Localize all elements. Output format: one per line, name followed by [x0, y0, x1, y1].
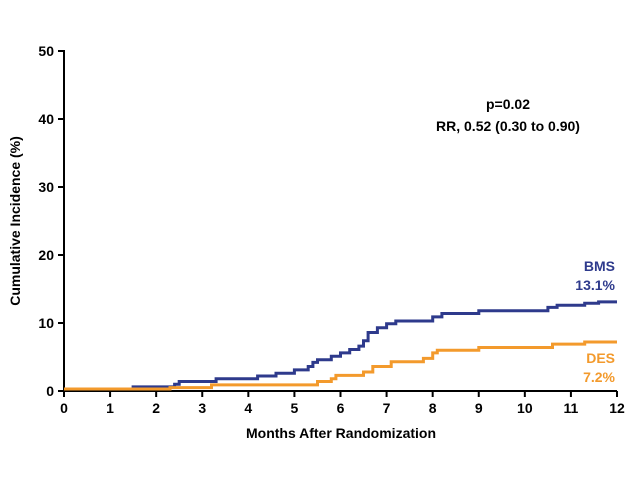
y-tick-label: 10 — [38, 315, 54, 331]
rr-annotation: RR, 0.52 (0.30 to 0.90) — [436, 118, 580, 134]
y-tick-label: 20 — [38, 247, 54, 263]
y-axis-title: Cumulative Incidence (%) — [7, 136, 23, 306]
x-tick-label: 4 — [244, 400, 252, 416]
x-tick-label: 5 — [291, 400, 299, 416]
x-tick-label: 0 — [60, 400, 68, 416]
series-layer — [64, 300, 617, 391]
des-end-value: 7.2% — [583, 369, 615, 385]
x-tick-label: 12 — [609, 400, 625, 416]
des-series-line — [64, 340, 617, 391]
y-tick-label: 40 — [38, 111, 54, 127]
x-tick-label: 10 — [517, 400, 533, 416]
des-series-name: DES — [586, 350, 615, 366]
y-tick-label: 50 — [38, 43, 54, 59]
p-value-annotation: p=0.02 — [486, 96, 530, 112]
bms-series-line — [64, 300, 617, 391]
x-tick-label: 8 — [429, 400, 437, 416]
x-tick-label: 7 — [383, 400, 391, 416]
x-tick-label: 2 — [152, 400, 160, 416]
x-tick-label: 11 — [564, 400, 579, 416]
x-tick-label: 6 — [337, 400, 345, 416]
x-tick-label: 9 — [475, 400, 483, 416]
y-tick-label: 30 — [38, 179, 54, 195]
y-tick-label: 0 — [46, 383, 54, 399]
x-axis-title: Months After Randomization — [246, 425, 436, 441]
x-tick-label: 1 — [106, 400, 114, 416]
bms-end-value: 13.1% — [575, 277, 615, 293]
bms-series-name: BMS — [584, 258, 615, 274]
x-tick-label: 3 — [198, 400, 206, 416]
